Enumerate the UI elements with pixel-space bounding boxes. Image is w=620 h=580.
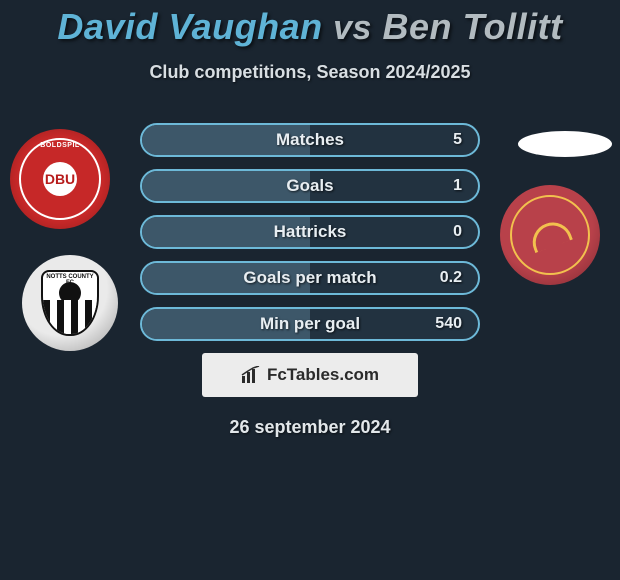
stat-label: Goals — [142, 171, 478, 201]
stat-value: 0.2 — [440, 263, 462, 293]
stat-label: Goals per match — [142, 263, 478, 293]
stripes-icon — [43, 300, 97, 334]
player2-name: Ben Tollitt — [382, 6, 562, 47]
stat-label: Min per goal — [142, 309, 478, 339]
dbu-center-text: DBU — [43, 162, 77, 196]
dbu-badge: BOLDSPIL DBU — [10, 129, 110, 229]
stat-bars: Matches 5 Goals 1 Hattricks 0 Goals per … — [140, 123, 480, 341]
stat-value: 540 — [435, 309, 462, 339]
player1-name: David Vaughan — [57, 6, 322, 47]
morecambe-badge — [500, 185, 600, 285]
notts-county-badge: NOTTS COUNTY FC — [22, 255, 118, 351]
stat-label: Matches — [142, 125, 478, 155]
fctables-branding: FcTables.com — [202, 353, 418, 397]
branding-text: FcTables.com — [267, 365, 379, 385]
date-label: 26 september 2024 — [0, 417, 620, 438]
stat-bar-matches: Matches 5 — [140, 123, 480, 157]
stat-bar-goals-per-match: Goals per match 0.2 — [140, 261, 480, 295]
blank-badge-ellipse — [518, 131, 612, 157]
shrimp-icon — [527, 217, 573, 253]
stat-value: 0 — [453, 217, 462, 247]
stat-value: 1 — [453, 171, 462, 201]
stat-value: 5 — [453, 125, 462, 155]
comparison-panel: BOLDSPIL DBU NOTTS COUNTY FC Matches 5 G… — [0, 123, 620, 438]
page-title-row: David Vaughan vs Ben Tollitt — [0, 0, 620, 48]
dbu-text-top: BOLDSPIL — [40, 142, 79, 149]
stat-bar-min-per-goal: Min per goal 540 — [140, 307, 480, 341]
stat-label: Hattricks — [142, 217, 478, 247]
vs-label: vs — [333, 9, 372, 47]
bar-chart-icon — [241, 366, 261, 384]
subtitle: Club competitions, Season 2024/2025 — [0, 62, 620, 83]
stat-bar-hattricks: Hattricks 0 — [140, 215, 480, 249]
stat-bar-goals: Goals 1 — [140, 169, 480, 203]
